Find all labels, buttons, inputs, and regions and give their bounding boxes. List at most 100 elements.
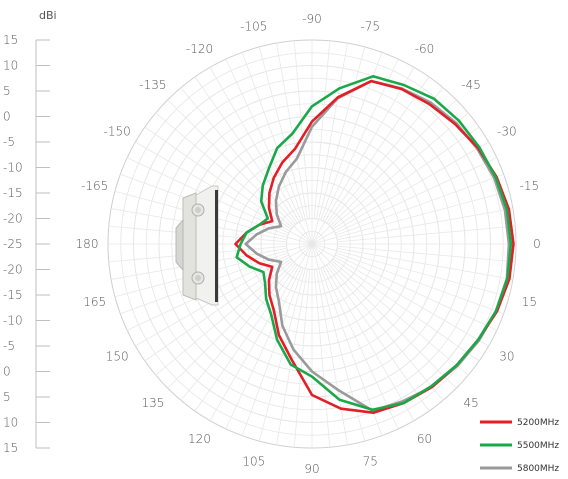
scale-tick-label: 0 xyxy=(3,110,11,124)
grid-spoke xyxy=(311,141,489,245)
grid-spoke xyxy=(322,58,399,222)
grid-spoke xyxy=(311,243,366,442)
polar-grid xyxy=(107,39,517,449)
angle-label: -165 xyxy=(81,179,108,193)
angle-label: 135 xyxy=(141,396,164,410)
grid-spoke xyxy=(276,269,308,445)
angle-labels: 0 -15 -30 -45 -60 -75 -90 -105 -120 -135 -150 -165 1… xyxy=(76,12,541,476)
scale-tick-label: -5 xyxy=(3,135,15,149)
grid-spoke xyxy=(334,254,498,331)
angle-label: 45 xyxy=(463,396,478,410)
scale-tick-label: -5 xyxy=(3,339,15,353)
grid-spoke xyxy=(335,252,504,315)
angle-label: -60 xyxy=(415,42,435,56)
grid-spoke xyxy=(144,258,292,362)
angle-label: 30 xyxy=(499,350,514,364)
angle-label: -75 xyxy=(360,20,380,34)
angle-label: 165 xyxy=(83,295,106,309)
grid-spoke xyxy=(311,243,457,389)
grid-spoke xyxy=(209,67,313,245)
angle-label: -90 xyxy=(302,12,322,26)
angle-label: 150 xyxy=(106,350,129,364)
grid-spoke xyxy=(331,112,469,228)
scale-tick-label: 5 xyxy=(3,390,11,404)
scale-tick-label: 15 xyxy=(3,33,18,47)
legend-label: 5200MHz xyxy=(517,418,559,428)
grid-spoke xyxy=(337,248,513,280)
grid-spoke xyxy=(209,243,313,421)
grid-spoke xyxy=(167,243,313,389)
scale-tick-label: -15 xyxy=(3,288,23,302)
grid-spoke xyxy=(316,269,348,445)
grid-spoke xyxy=(332,258,480,362)
angle-label: 60 xyxy=(417,432,432,446)
grid-spoke xyxy=(311,46,366,245)
scale-tick-label: -25 xyxy=(3,237,23,251)
grid-spoke xyxy=(337,208,513,240)
scale-tick-label: 10 xyxy=(3,416,18,430)
legend-label: 5500MHz xyxy=(517,441,559,451)
grid-spoke xyxy=(313,269,331,448)
scale-tick-label: -10 xyxy=(3,314,23,328)
angle-label: -45 xyxy=(461,78,481,92)
grid-spoke xyxy=(258,243,313,442)
grid-spoke xyxy=(241,267,304,436)
grid-spoke xyxy=(135,243,313,347)
angle-label: -105 xyxy=(240,20,267,34)
grid-spoke xyxy=(194,76,298,224)
legend-label: 5800MHz xyxy=(517,464,559,474)
grid-spoke xyxy=(311,190,510,245)
grid-spoke xyxy=(326,76,430,224)
grid-spoke xyxy=(311,99,457,245)
grid-spoke xyxy=(293,40,311,219)
antenna-device-illustration xyxy=(175,185,219,306)
angle-label: 90 xyxy=(304,462,319,476)
grid-spoke xyxy=(316,43,348,219)
grid-spoke xyxy=(258,46,313,245)
grid-spoke xyxy=(322,266,399,430)
scale-tick-label: -20 xyxy=(3,263,23,277)
grid-spoke xyxy=(311,243,510,298)
grid-spoke xyxy=(337,225,516,243)
grid-spoke xyxy=(313,40,331,219)
angle-label: -120 xyxy=(186,42,213,56)
angle-label: -135 xyxy=(139,78,166,92)
angle-label: 120 xyxy=(188,432,211,446)
series-layer xyxy=(234,75,515,414)
grid-spoke xyxy=(335,173,504,236)
legend: 5200MHz 5500MHz 5800MHz xyxy=(480,418,559,474)
series-line-5500mhz xyxy=(235,75,513,412)
grid-spoke xyxy=(241,52,304,221)
angle-label: 180 xyxy=(76,237,99,251)
grid-spoke xyxy=(320,267,383,436)
scale-tick-label: -15 xyxy=(3,186,23,200)
grid-spoke xyxy=(167,99,313,245)
angle-label: 0 xyxy=(533,237,541,251)
grid-spoke xyxy=(194,264,298,412)
scale-tick-label: -20 xyxy=(3,212,23,226)
scale-tick-label: 5 xyxy=(3,84,11,98)
angle-label: -15 xyxy=(520,179,540,193)
grid-spoke xyxy=(311,243,489,347)
grid-spoke xyxy=(225,58,302,222)
grid-spoke xyxy=(276,43,308,219)
scale-tick-label: 0 xyxy=(3,365,11,379)
grid-spoke xyxy=(328,87,444,225)
scale-tick-label: -10 xyxy=(3,161,23,175)
grid-spoke xyxy=(225,266,302,430)
grid-spoke xyxy=(135,141,313,245)
angle-label: 105 xyxy=(242,454,265,468)
angle-label: 75 xyxy=(363,454,378,468)
grid-spoke xyxy=(311,67,415,245)
angle-label: 15 xyxy=(522,295,537,309)
angle-label: -150 xyxy=(104,125,131,139)
grid-spoke xyxy=(328,263,444,401)
grid-spoke xyxy=(311,243,415,421)
grid-spoke xyxy=(331,260,469,376)
scale-tick-label: 10 xyxy=(3,59,18,73)
angle-label: -30 xyxy=(497,125,517,139)
grid-spoke xyxy=(332,126,480,230)
scale-tick-label: 15 xyxy=(3,441,18,455)
grid-spoke xyxy=(337,245,516,263)
